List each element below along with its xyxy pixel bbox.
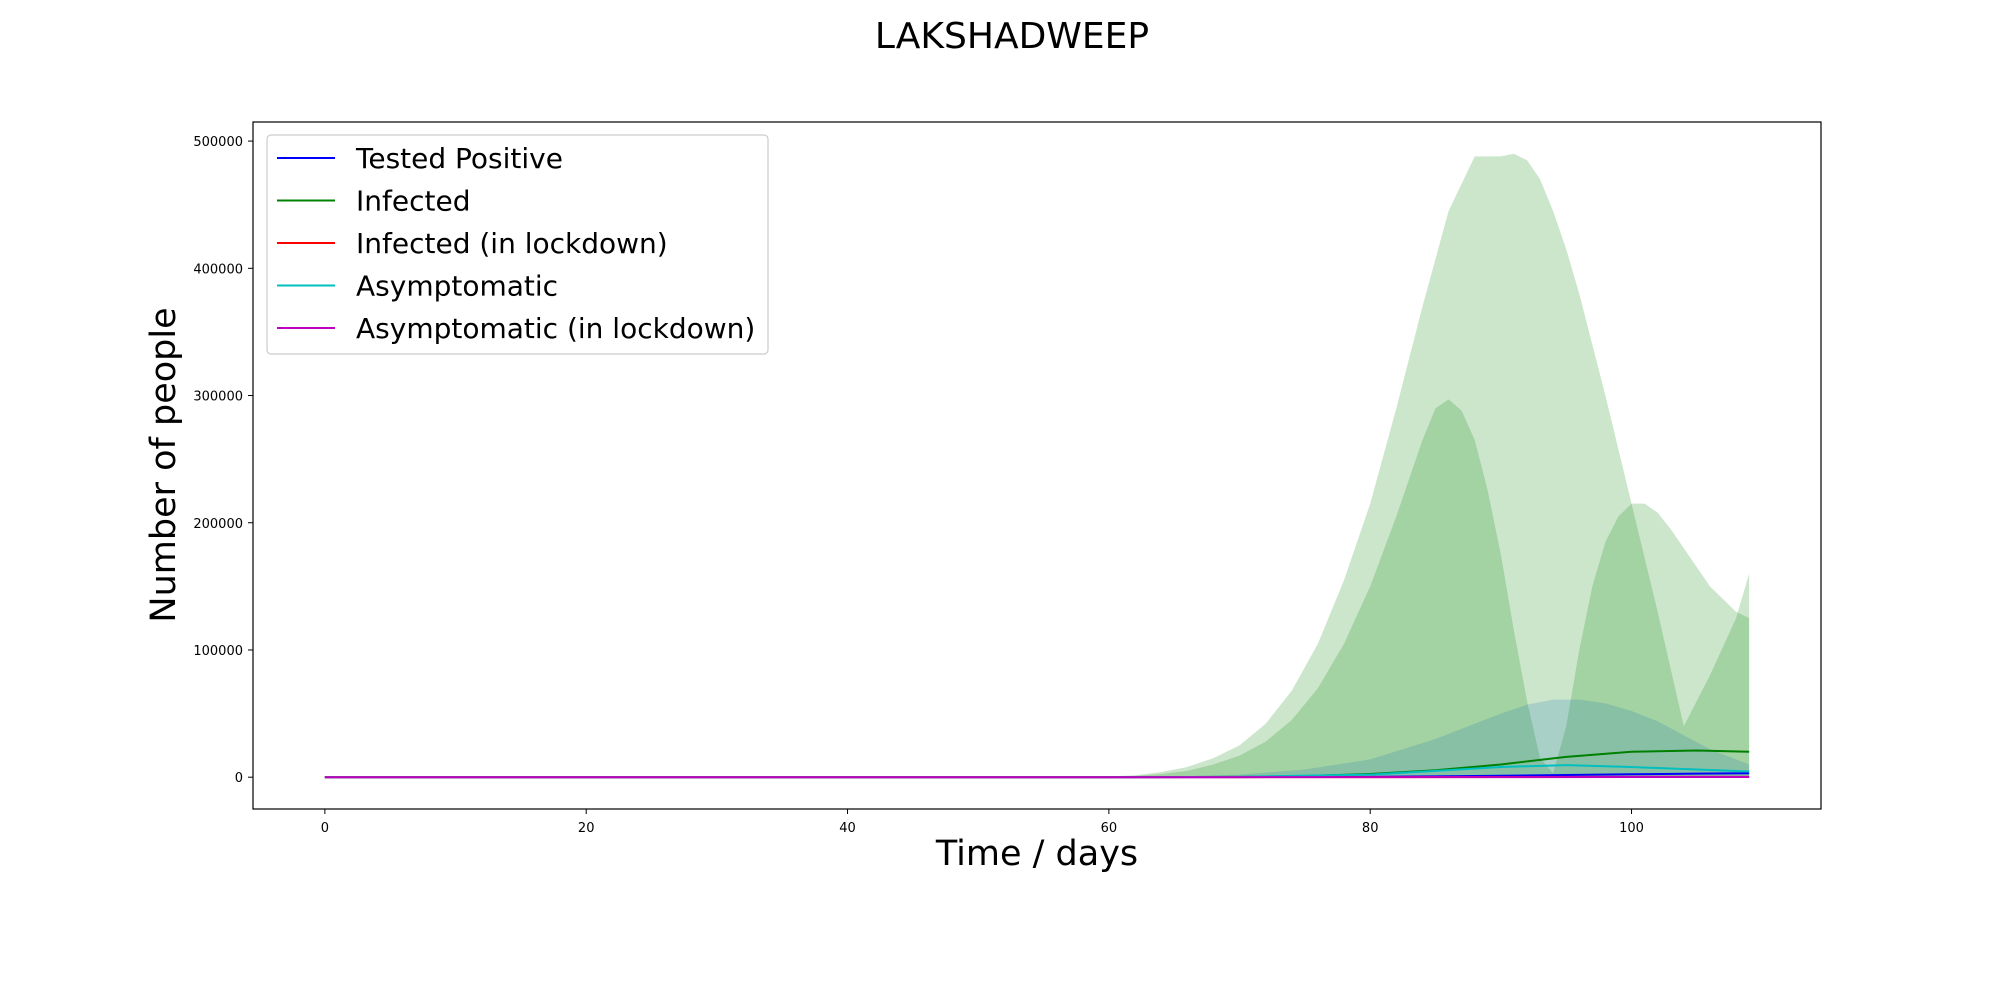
- band-0: [1108, 153, 1750, 778]
- y-axis-ticks: 0 100000 200000 300000 400000 500000: [193, 135, 253, 786]
- legend-label-4: Asymptomatic (in lockdown): [356, 312, 755, 345]
- legend-box: [266, 134, 769, 355]
- legend-label-0: Tested Positive: [355, 142, 563, 175]
- y-tick-label-4: 400000: [193, 262, 243, 277]
- plot-area-frame: [252, 121, 1822, 810]
- y-tick-label-5: 500000: [193, 135, 243, 150]
- y-tick-label-3: 300000: [193, 390, 243, 405]
- legend-label-2: Infected (in lockdown): [356, 227, 668, 260]
- x-tick-label-2: 40: [839, 821, 856, 836]
- confidence-bands: [1108, 153, 1750, 778]
- x-axis-ticks: 0 20 40 60 80 100: [321, 809, 1644, 836]
- x-tick-label-0: 0: [321, 821, 329, 836]
- chart-title: LAKSHADWEEP: [875, 16, 1149, 57]
- x-tick-label-4: 80: [1362, 821, 1379, 836]
- band-2: [1108, 699, 1750, 778]
- y-tick-label-1: 100000: [193, 644, 243, 659]
- x-tick-label-3: 60: [1101, 821, 1118, 836]
- series-lines: [324, 749, 1750, 779]
- y-tick-label-2: 200000: [193, 517, 243, 532]
- band-1: [1108, 399, 1750, 778]
- x-tick-label-5: 100: [1619, 821, 1644, 836]
- x-tick-label-1: 20: [578, 821, 595, 836]
- y-tick-label-0: 0: [235, 771, 243, 786]
- x-axis-label: Time / days: [935, 834, 1138, 874]
- legend: Tested Positive Infected Infected (in lock…: [266, 134, 769, 355]
- legend-label-3: Asymptomatic: [356, 270, 558, 303]
- legend-label-1: Infected: [356, 185, 470, 218]
- y-axis-label: Number of people: [144, 307, 184, 622]
